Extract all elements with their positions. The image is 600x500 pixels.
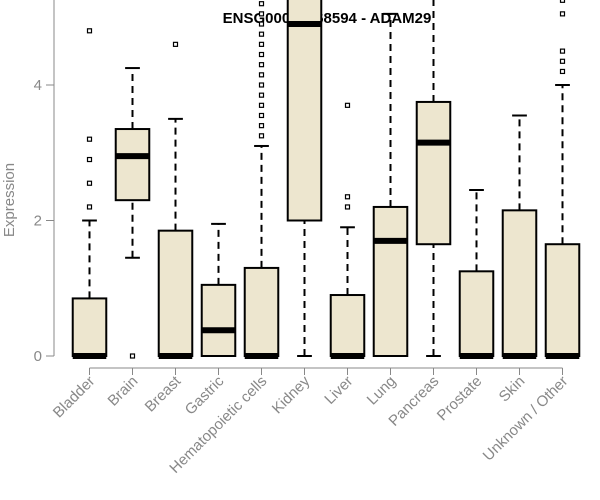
x-tick-label: Liver xyxy=(321,373,356,408)
outlier-point xyxy=(258,102,265,108)
box-rect xyxy=(372,205,409,357)
box-pancreas xyxy=(415,0,452,357)
chart-title: ENSG00000168594 - ADAM29 xyxy=(223,10,432,27)
y-tick-label: 0 xyxy=(34,348,42,365)
x-tick-label: Kidney xyxy=(269,372,314,417)
outlier-point xyxy=(86,204,93,210)
outlier-point xyxy=(258,11,265,17)
x-tick-label: Lung xyxy=(364,373,400,409)
box-liver xyxy=(329,102,366,359)
outlier-point xyxy=(258,92,265,98)
box-skin xyxy=(501,114,538,359)
x-tick-label: Skin xyxy=(496,373,529,406)
outlier-point xyxy=(344,204,351,210)
outlier-point xyxy=(258,72,265,78)
outlier-point xyxy=(559,11,566,17)
box-rect xyxy=(243,266,280,357)
y-tick-label: 4 xyxy=(34,77,42,94)
box-bladder xyxy=(71,28,108,359)
box-rect xyxy=(544,243,581,357)
outlier-point xyxy=(258,133,265,139)
box-kidney xyxy=(286,0,323,357)
box-rect xyxy=(458,270,495,357)
box-rect xyxy=(157,229,194,358)
outlier-point xyxy=(86,28,93,34)
box-rect xyxy=(114,128,151,202)
x-tick-label: Brain xyxy=(105,373,142,410)
box-lung xyxy=(372,12,409,357)
box-rect xyxy=(286,0,323,222)
boxes xyxy=(71,0,581,359)
y-axis-label: Expression xyxy=(1,163,18,237)
outlier-point xyxy=(258,82,265,88)
box-rect xyxy=(415,100,452,246)
outlier-point xyxy=(86,156,93,163)
box-rect xyxy=(329,294,366,357)
outlier-point xyxy=(172,41,179,47)
outlier-point xyxy=(344,102,351,108)
box-rect xyxy=(200,283,237,357)
box-rect xyxy=(501,209,538,357)
outlier-point xyxy=(86,180,93,186)
outlier-point xyxy=(559,0,566,3)
x-tick-label: Bladder xyxy=(50,373,99,422)
outlier-point xyxy=(559,68,566,75)
outlier-point xyxy=(258,1,265,7)
outlier-point xyxy=(86,136,93,142)
y-tick-label: 2 xyxy=(34,213,42,230)
outlier-point xyxy=(258,112,265,119)
box-rect xyxy=(71,297,108,358)
outlier-point xyxy=(344,194,351,200)
x-tick-label: Prostate xyxy=(434,373,486,425)
outlier-point xyxy=(258,31,265,37)
outlier-point xyxy=(258,21,265,27)
outlier-point xyxy=(258,62,265,68)
box-gastric xyxy=(200,222,237,357)
outlier-point xyxy=(129,353,136,359)
box-unknown-other xyxy=(544,0,581,359)
box-breast xyxy=(157,41,194,359)
box-hematopoietic-cells xyxy=(243,1,280,359)
y-axis: 0246810 xyxy=(34,0,55,365)
outlier-point xyxy=(559,58,566,64)
box-prostate xyxy=(458,189,495,359)
outlier-point xyxy=(258,51,265,58)
outlier-point xyxy=(258,123,265,129)
box-brain xyxy=(114,67,151,359)
outlier-point xyxy=(559,48,566,54)
outlier-point xyxy=(258,41,265,47)
x-tick-label: Breast xyxy=(142,372,185,415)
